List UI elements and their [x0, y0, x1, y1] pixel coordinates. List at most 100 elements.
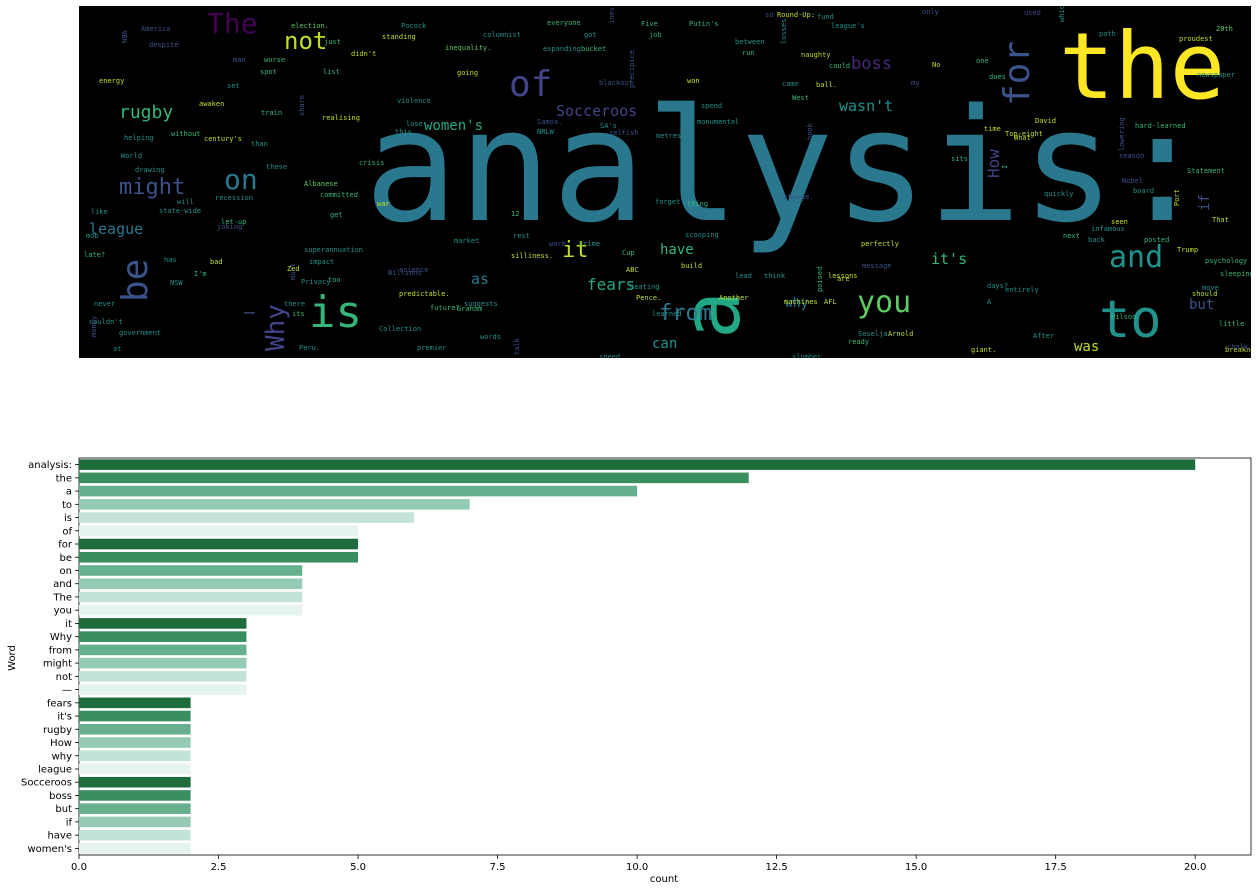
wordcloud-word: infamous [1091, 225, 1125, 233]
wordcloud-word: learned [652, 310, 682, 318]
bar [79, 723, 191, 735]
wordcloud-word: next [1063, 232, 1080, 240]
wordcloud-word: NBA [121, 30, 129, 43]
wordcloud-word: share [298, 95, 306, 116]
wordcloud-word: ball. [816, 81, 837, 89]
wordcloud-word: Cup [622, 249, 635, 257]
wordcloud-word: war [377, 200, 390, 208]
wordcloud-word: a [665, 291, 758, 339]
wordcloud-word: After [1033, 332, 1054, 340]
wordcloud-word: sleeping [1220, 270, 1251, 278]
wordcloud-word: why [785, 296, 809, 311]
wordcloud-word: science [399, 266, 429, 274]
bar [79, 499, 470, 510]
wordcloud-word: Samoa. [537, 118, 562, 126]
wordcloud-word: won [687, 77, 700, 85]
wordcloud-word: Arnold [888, 330, 913, 338]
y-tick-label: a [66, 487, 72, 498]
wordcloud-word: slumber [792, 353, 822, 358]
bar [79, 790, 191, 801]
x-tick-label: 5.0 [350, 862, 366, 873]
wordcloud-word: does [989, 73, 1006, 81]
wordcloud-word: man [233, 56, 246, 64]
wordcloud-word: Keating [630, 283, 660, 291]
wordcloud-word: than [251, 140, 268, 148]
y-tick-label: league [38, 764, 72, 775]
wordcloud-word: Albanese [304, 180, 338, 188]
wordcloud-word: quickly [1044, 190, 1074, 198]
wordcloud-word: season [1119, 152, 1144, 160]
wordcloud-word: words [480, 333, 501, 341]
wordcloud-word: could [829, 62, 850, 70]
bar [79, 803, 191, 814]
wordcloud-word: job [649, 31, 662, 39]
wordcloud-word: mob [86, 232, 99, 240]
wordcloud-word: election. [291, 22, 329, 30]
wordcloud-word: 12 [511, 210, 519, 218]
wordcloud-word: Why [261, 304, 291, 351]
y-tick-label: How [50, 738, 72, 749]
bar [79, 763, 191, 775]
wordcloud-word: from [659, 301, 712, 326]
wordcloud-word: wasn't [839, 97, 893, 115]
wordcloud-word: I [1001, 165, 1009, 169]
bar [79, 578, 303, 590]
wordcloud-word: seen [1111, 218, 1128, 226]
wordcloud-word: money [90, 316, 98, 337]
wordcloud-word: precipice [628, 50, 636, 88]
wordcloud-word: came [782, 80, 799, 88]
wordcloud-word: back [1088, 236, 1106, 244]
wordcloud-word: on [224, 163, 258, 196]
wordcloud-word: ABC [626, 266, 639, 274]
y-tick-label: the [56, 473, 72, 484]
wordcloud-word: violence [397, 97, 431, 105]
wordcloud-word: Peru. [299, 344, 320, 352]
wordcloud-word: newspaper [1197, 71, 1235, 79]
wordcloud-word: have [660, 242, 694, 258]
wordcloud-word: psychology [1205, 257, 1247, 265]
wordcloud-word: so [765, 11, 773, 19]
y-tick-label: if [66, 817, 73, 828]
wordcloud-word: crime [579, 240, 600, 248]
wordcloud-word: despite [149, 41, 179, 49]
wordcloud-word: as [471, 270, 489, 288]
bar [79, 591, 303, 603]
wordcloud-word: got [584, 31, 597, 39]
wordcloud-word: thing [687, 200, 708, 208]
wordcloud-word: — [244, 302, 255, 323]
wordcloud-word: must [289, 263, 297, 280]
wordcloud-word: which [1058, 6, 1066, 22]
y-tick-label: why [52, 751, 73, 762]
wordcloud-word: without [171, 130, 201, 138]
wordcloud-word: bad [210, 258, 223, 266]
wordcloud-word: not [284, 27, 327, 55]
y-tick-label: you [54, 606, 72, 617]
bar [79, 816, 191, 828]
wordcloud-word: SA's [600, 122, 617, 130]
x-tick-label: 7.5 [490, 862, 506, 873]
wordcloud-word: recession [215, 194, 253, 202]
wordcloud-word: lead [735, 272, 752, 280]
wordcloud-word: just [324, 38, 341, 46]
y-tick-label: it's [57, 712, 72, 723]
wordcloud-word: spot [260, 68, 277, 76]
wordcloud-word: inevitable [608, 6, 616, 24]
wordcloud-word: How [984, 149, 1003, 178]
wordcloud-word: work [549, 240, 567, 248]
wordcloud-word: poised [816, 267, 824, 292]
wordcloud-word: get [330, 211, 343, 219]
wordcloud-word: Statement [1187, 167, 1225, 175]
wordcloud-word: Top-eight [1005, 130, 1043, 138]
wordcloud-word: The [207, 7, 258, 40]
wordcloud-word: too [328, 276, 341, 284]
y-tick-label: fears [47, 698, 72, 709]
y-tick-label: to [62, 500, 72, 511]
wordcloud-word: columnist [483, 31, 521, 39]
wordcloud-word: speed. [599, 353, 624, 358]
wordcloud-word: analysis: [364, 75, 1209, 257]
wordcloud-word: to [1099, 290, 1162, 350]
bar [79, 829, 191, 841]
wordcloud-word: only [922, 8, 939, 16]
wordcloud-word: drawing [135, 166, 165, 174]
wordcloud-word: its [292, 310, 305, 318]
